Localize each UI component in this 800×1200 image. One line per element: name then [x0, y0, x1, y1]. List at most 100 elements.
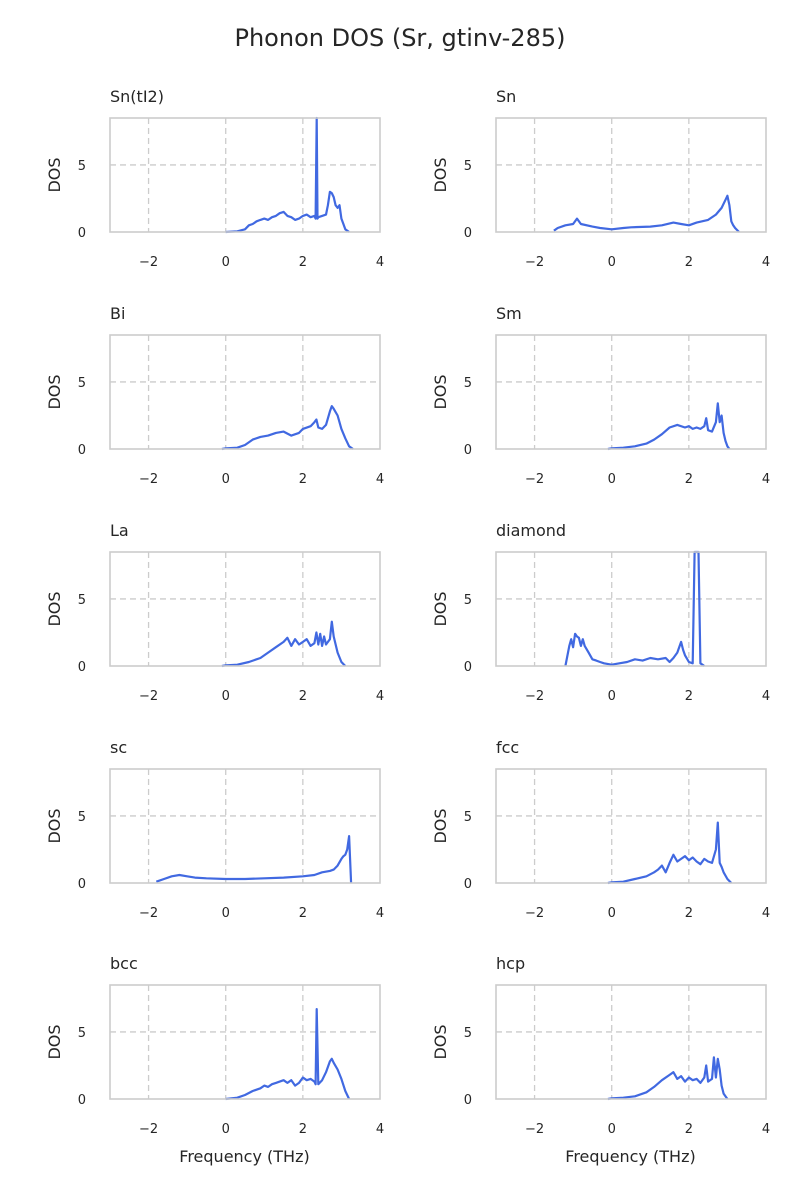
x-tick-label: −2 — [139, 906, 158, 921]
x-tick-label: 0 — [222, 906, 230, 921]
subplot-panel: −2 0 2 4 0 5 Sn(tI2) DOS — [45, 87, 384, 270]
plot-frame — [495, 117, 767, 233]
plot-frame — [109, 984, 381, 1100]
dos-curve — [225, 116, 350, 234]
y-axis-label: DOS — [45, 157, 64, 192]
x-tick-label: 2 — [685, 472, 693, 487]
subplot-title: diamond — [496, 521, 566, 540]
x-tick-label: −2 — [525, 689, 544, 704]
y-tick-label: 0 — [78, 877, 86, 892]
x-tick-label: 4 — [762, 906, 770, 921]
x-tick-label: 0 — [222, 1122, 230, 1137]
y-tick-label: 0 — [464, 443, 472, 458]
x-tick-label: 2 — [685, 1122, 693, 1137]
dos-curve — [221, 620, 347, 668]
y-tick-label: 0 — [78, 443, 86, 458]
x-tick-label: 4 — [376, 689, 384, 704]
subplot-panel: −2 0 2 4 0 5 bcc DOS — [45, 954, 384, 1137]
x-tick-label: 2 — [299, 1122, 307, 1137]
x-tick-label: 2 — [299, 472, 307, 487]
y-tick-label: 0 — [464, 1093, 472, 1108]
subplot-panel: −2 0 2 4 0 5 La DOS — [45, 521, 384, 704]
dos-curve — [564, 550, 705, 667]
x-axis-label-right: Frequency (THz) — [565, 1147, 695, 1166]
plot-frame — [109, 117, 381, 233]
dos-curve — [553, 194, 740, 233]
subplot-title: Sn(tI2) — [110, 87, 164, 106]
y-tick-label: 5 — [78, 1026, 86, 1041]
x-tick-label: 4 — [376, 906, 384, 921]
subplot-grid: −2 0 2 4 0 5 Sn(tI2) DOS −2 0 2 4 0 5 Sn DOS −2 0 2 4 0 5 Bi DO… — [45, 87, 770, 1137]
x-tick-label: −2 — [139, 255, 158, 270]
subplot-panel: −2 0 2 4 0 5 diamond DOS — [431, 521, 770, 704]
y-tick-label: 0 — [78, 226, 86, 241]
x-tick-label: 2 — [685, 689, 693, 704]
y-tick-label: 5 — [464, 376, 472, 391]
x-tick-label: 4 — [376, 1122, 384, 1137]
subplot-panel: −2 0 2 4 0 5 hcp DOS — [431, 954, 770, 1137]
x-tick-label: 4 — [762, 255, 770, 270]
figure-title: Phonon DOS (Sr, gtinv-285) — [235, 24, 566, 52]
x-tick-label: −2 — [525, 906, 544, 921]
y-axis-label: DOS — [45, 591, 64, 626]
x-tick-label: 2 — [685, 255, 693, 270]
plot-frame — [495, 768, 767, 884]
dos-curve — [607, 1056, 729, 1101]
subplot-panel: −2 0 2 4 0 5 Sm DOS — [431, 304, 770, 487]
y-tick-label: 5 — [464, 810, 472, 825]
subplot-title: Sm — [496, 304, 522, 323]
y-axis-label: DOS — [431, 374, 450, 409]
subplot-title: sc — [110, 738, 127, 757]
x-tick-label: 0 — [608, 255, 616, 270]
x-tick-label: 0 — [222, 689, 230, 704]
dos-curve — [221, 405, 354, 451]
y-axis-label: DOS — [45, 374, 64, 409]
y-tick-label: 5 — [78, 376, 86, 391]
y-tick-label: 5 — [464, 1026, 472, 1041]
dos-curve — [607, 402, 731, 451]
y-axis-label: DOS — [45, 1024, 64, 1059]
x-tick-label: 0 — [222, 255, 230, 270]
x-tick-label: −2 — [525, 472, 544, 487]
plot-frame — [495, 551, 767, 667]
plot-frame — [495, 334, 767, 450]
y-tick-label: 0 — [464, 877, 472, 892]
y-axis-label: DOS — [431, 1024, 450, 1059]
y-tick-label: 0 — [464, 226, 472, 241]
x-axis-label-left: Frequency (THz) — [179, 1147, 309, 1166]
x-tick-label: −2 — [525, 255, 544, 270]
y-tick-label: 0 — [464, 660, 472, 675]
y-axis-label: DOS — [431, 157, 450, 192]
y-tick-label: 5 — [78, 159, 86, 174]
subplot-title: Bi — [110, 304, 125, 323]
x-tick-label: 0 — [608, 472, 616, 487]
x-tick-label: 2 — [685, 906, 693, 921]
plot-frame — [109, 768, 381, 884]
y-tick-label: 0 — [78, 1093, 86, 1108]
x-tick-label: 2 — [299, 906, 307, 921]
subplot-panel: −2 0 2 4 0 5 fcc DOS — [431, 738, 770, 921]
x-tick-label: −2 — [525, 1122, 544, 1137]
subplot-panel: −2 0 2 4 0 5 Sn DOS — [431, 87, 770, 270]
subplot-title: hcp — [496, 954, 525, 973]
subplot-title: Sn — [496, 87, 516, 106]
x-tick-label: 0 — [608, 906, 616, 921]
y-axis-label: DOS — [431, 591, 450, 626]
x-tick-label: 0 — [222, 472, 230, 487]
x-tick-label: 4 — [762, 472, 770, 487]
x-tick-label: 4 — [762, 1122, 770, 1137]
subplot-title: La — [110, 521, 129, 540]
y-axis-label: DOS — [431, 808, 450, 843]
x-tick-label: 4 — [376, 255, 384, 270]
plot-frame — [109, 334, 381, 450]
x-tick-label: −2 — [139, 472, 158, 487]
subplot-title: fcc — [496, 738, 519, 757]
y-tick-label: 0 — [78, 660, 86, 675]
y-tick-label: 5 — [464, 593, 472, 608]
x-tick-label: −2 — [139, 1122, 158, 1137]
x-tick-label: 0 — [608, 1122, 616, 1137]
x-tick-label: −2 — [139, 689, 158, 704]
plot-frame — [495, 984, 767, 1100]
x-tick-label: 2 — [299, 689, 307, 704]
